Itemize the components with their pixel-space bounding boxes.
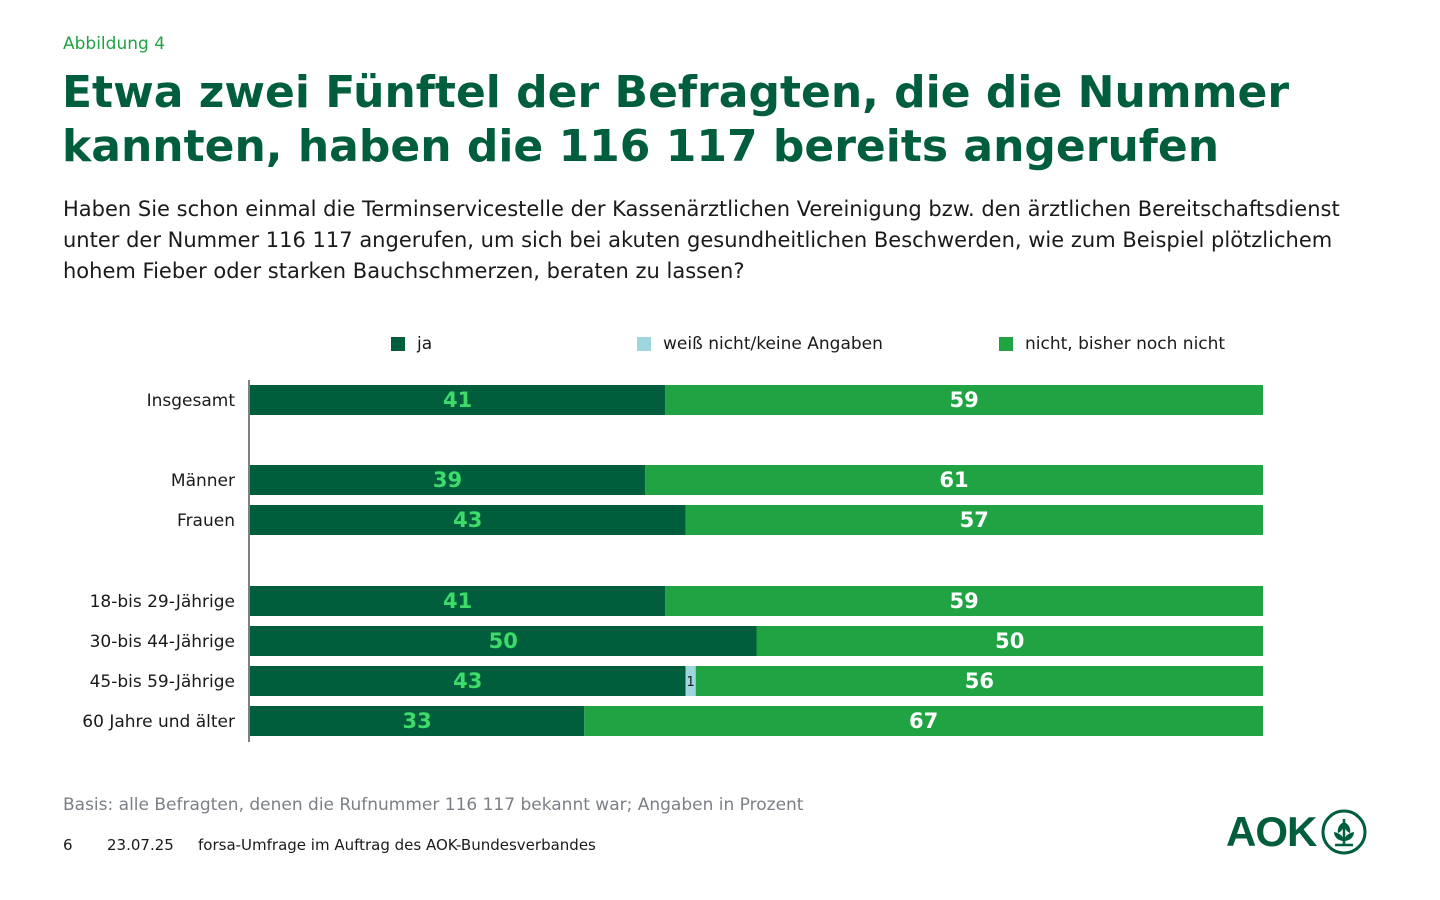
data-label-ja: 33 xyxy=(403,709,432,733)
data-label-ja: 43 xyxy=(453,669,482,693)
legend-swatch-ja xyxy=(391,337,405,351)
category-label: 45-bis 59-Jährige xyxy=(90,672,235,692)
bar-nicht xyxy=(685,505,1263,535)
category-label: Männer xyxy=(171,471,235,491)
bar-nicht xyxy=(756,626,1263,656)
data-label-ja: 41 xyxy=(443,388,472,412)
legend-item-ja: ja xyxy=(391,334,432,354)
data-label-nicht: 67 xyxy=(909,709,938,733)
legend-item-nicht: nicht, bisher noch nicht xyxy=(999,334,1225,354)
category-label: 60 Jahre und älter xyxy=(82,712,235,732)
bar-ja xyxy=(250,666,686,696)
data-label-nicht: 50 xyxy=(995,629,1024,653)
bar-ja xyxy=(250,586,666,616)
legend-swatch-nicht xyxy=(999,337,1013,351)
bar-nicht xyxy=(695,666,1263,696)
bar-weiss-nicht xyxy=(685,666,696,696)
stacked-bar-chart: Insgesamt 41 59 Männer 39 61 Frauen 43 57 18-bis … xyxy=(82,380,1263,742)
aok-logo-text: AOK xyxy=(1226,808,1317,855)
legend-item-weiss-nicht: weiß nicht/keine Angaben xyxy=(637,334,883,354)
bar-nicht xyxy=(645,465,1263,495)
category-label: 30-bis 44-Jährige xyxy=(90,632,235,652)
figure-label: Abbildung 4 xyxy=(63,34,166,54)
data-label-ja: 43 xyxy=(453,508,482,532)
data-label-nicht: 57 xyxy=(960,508,989,532)
bar-ja xyxy=(250,706,585,736)
legend-swatch-weiss-nicht xyxy=(637,337,651,351)
bar-nicht xyxy=(584,706,1263,736)
bar-ja xyxy=(250,505,686,535)
survey-question: Haben Sie schon einmal die Terminservice… xyxy=(63,197,1340,283)
category-label: Insgesamt xyxy=(147,391,236,411)
category-label: Frauen xyxy=(177,511,235,531)
bar-ja xyxy=(250,626,757,656)
aok-logo: AOK xyxy=(1226,808,1368,856)
footer-page-number: 6 xyxy=(63,836,73,854)
category-label: 18-bis 29-Jährige xyxy=(90,592,235,612)
data-label-ja: 39 xyxy=(433,468,462,492)
bar-nicht xyxy=(665,385,1263,415)
data-label-nicht: 59 xyxy=(950,589,979,613)
data-label-nicht: 56 xyxy=(965,669,994,693)
page-title: Etwa zwei Fünftel der Befragten, die die… xyxy=(62,67,1290,172)
data-label-ja: 50 xyxy=(489,629,518,653)
bar-ja xyxy=(250,465,646,495)
footer-source: forsa-Umfrage im Auftrag des AOK-Bundesv… xyxy=(198,836,596,854)
bar-nicht xyxy=(665,586,1263,616)
data-label-nicht: 59 xyxy=(950,388,979,412)
data-label-ja: 41 xyxy=(443,589,472,613)
bar-ja xyxy=(250,385,666,415)
legend-label-nicht: nicht, bisher noch nicht xyxy=(1025,334,1226,354)
data-label-weiss-nicht: 1 xyxy=(687,675,695,690)
aok-tree-icon xyxy=(1321,809,1367,855)
legend-label-weiss-nicht: weiß nicht/keine Angaben xyxy=(663,334,883,354)
legend-label-ja: ja xyxy=(417,334,433,354)
footer-date: 23.07.25 xyxy=(107,836,174,854)
data-label-nicht: 61 xyxy=(939,468,968,492)
basis-note: Basis: alle Befragten, denen die Rufnumm… xyxy=(63,795,804,815)
